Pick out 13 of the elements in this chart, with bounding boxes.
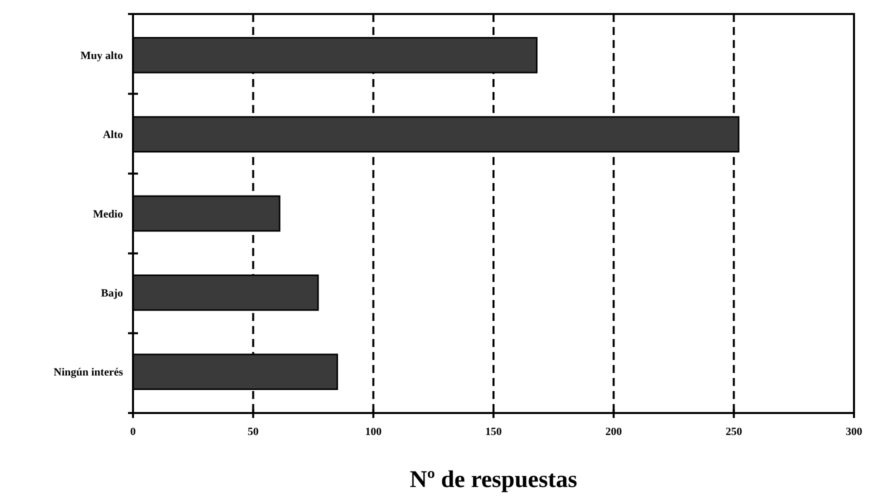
x-tick-label: 100	[365, 426, 382, 438]
y-tick-label: Alto	[102, 129, 124, 142]
x-tick-label: 300	[846, 426, 863, 438]
y-tick-label: Medio	[93, 208, 124, 220]
x-tick-label: 50	[248, 426, 260, 438]
x-tick-label: 0	[130, 426, 136, 438]
x-tick-label: 200	[605, 426, 622, 438]
x-axis-title: Nº de respuestas	[410, 467, 578, 493]
x-tick-label: 250	[726, 426, 743, 438]
y-tick-label: Ningún interés	[54, 366, 124, 379]
x-tick-label: 150	[485, 426, 502, 438]
y-tick-label: Muy alto	[80, 50, 124, 62]
y-tick-label: Bajo	[101, 288, 124, 300]
